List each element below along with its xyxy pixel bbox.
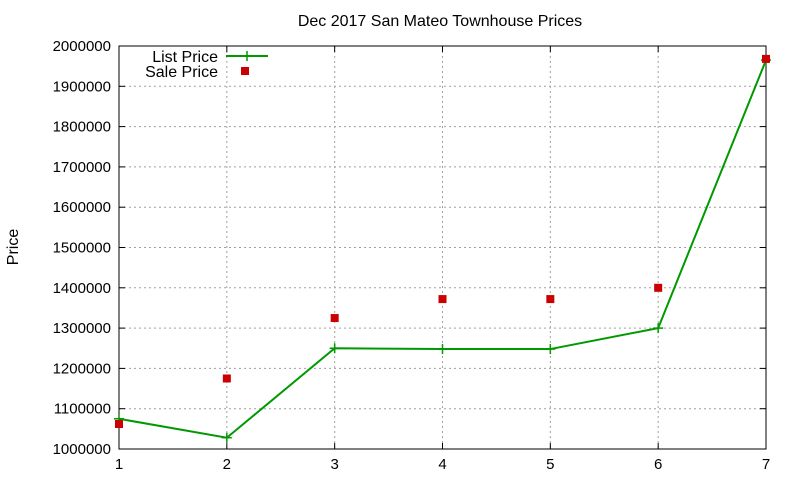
y-tick-label: 1500000 <box>53 240 111 257</box>
y-tick-label: 1000000 <box>53 441 111 458</box>
y-tick-label: 1900000 <box>53 78 111 95</box>
sale-price-point <box>762 54 770 63</box>
grid-lines <box>119 46 766 449</box>
legend-label-list-price: List Price <box>152 49 218 66</box>
y-axis-label: Price <box>5 229 22 266</box>
y-tick-label: 1300000 <box>53 320 111 337</box>
y-tick-label: 1400000 <box>53 280 111 297</box>
y-tick-label: 2000000 <box>53 38 111 55</box>
legend-label-sale-price: Sale Price <box>145 64 218 81</box>
sale-price-point <box>222 374 231 383</box>
y-tick-label: 1700000 <box>53 159 111 176</box>
plot-frame <box>118 45 767 450</box>
list-price-point <box>329 343 340 354</box>
x-tick-label: 1 <box>115 456 123 473</box>
y-tick-label: 1800000 <box>53 119 111 136</box>
y-tick-label: 1100000 <box>54 401 111 418</box>
x-tick-label: 5 <box>546 456 554 473</box>
sale-price-point <box>438 295 447 304</box>
list-price-point <box>653 323 664 334</box>
y-tick-label: 1600000 <box>53 199 111 216</box>
sale-price-point <box>115 420 123 429</box>
list-price-point <box>545 344 556 355</box>
list-price-point <box>221 432 232 443</box>
chart-title: Dec 2017 San Mateo Townhouse Prices <box>298 13 582 30</box>
sale-price-point <box>654 283 663 292</box>
x-tick-label: 3 <box>330 456 338 473</box>
axis-ticks: 1000000 1100000 1200000 1300000 1400000 15000… <box>53 38 771 473</box>
sale-price-point <box>330 314 339 323</box>
y-tick-label: 1200000 <box>53 360 111 377</box>
x-tick-label: 6 <box>654 456 662 473</box>
series-layer <box>114 54 771 443</box>
legend-swatch-sale-price <box>241 67 249 75</box>
x-tick-label: 2 <box>223 456 231 473</box>
x-tick-label: 7 <box>762 456 770 473</box>
x-tick-label: 4 <box>438 456 446 473</box>
list-price-point <box>437 344 448 355</box>
sale-price-point <box>546 295 555 304</box>
